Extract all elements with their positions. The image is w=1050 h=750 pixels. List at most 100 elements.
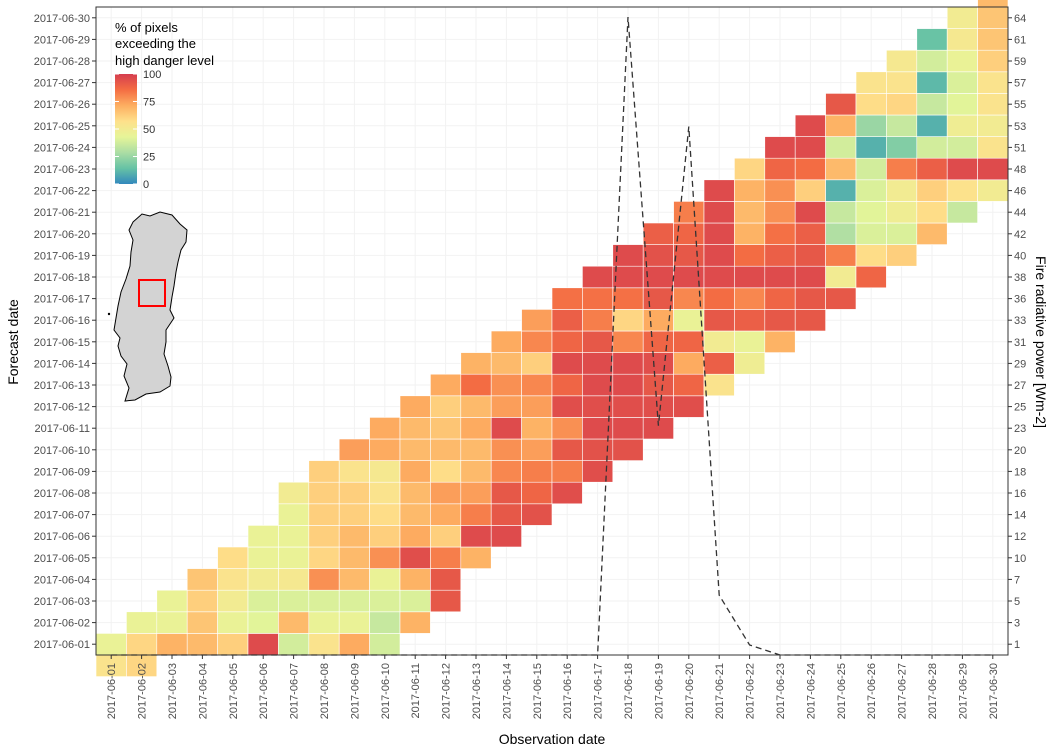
x-axis-title: Observation date <box>499 731 606 747</box>
y-tick-label: 2017-06-22 <box>34 186 90 198</box>
y2-tick-label: 44 <box>1014 207 1026 219</box>
heatmap-cell <box>825 287 857 310</box>
heatmap-cell <box>825 244 857 267</box>
heatmap-cell <box>460 352 492 375</box>
heatmap-cell <box>338 525 370 548</box>
heatmap-cell <box>582 438 614 461</box>
y-tick-label: 2017-06-24 <box>34 142 90 154</box>
heatmap-cell <box>612 309 644 332</box>
heatmap-cell <box>734 265 766 289</box>
heatmap-cell <box>338 633 370 656</box>
legend-ticks: 0 25 50 75 100 <box>115 69 161 191</box>
heatmap-cell <box>278 525 310 548</box>
heatmap-cell <box>734 352 766 375</box>
heatmap-cell <box>794 265 826 289</box>
heatmap-cell <box>430 373 462 397</box>
heatmap-cell <box>794 287 826 310</box>
y2-tick-label: 1 <box>1014 639 1020 651</box>
heatmap-cell <box>126 633 158 656</box>
x-tick-label: 2017-06-25 <box>836 663 848 719</box>
heatmap-cell <box>460 373 492 397</box>
heatmap-cell <box>460 438 492 461</box>
heatmap-cell <box>916 157 948 181</box>
heatmap-cell <box>977 157 1009 181</box>
heatmap-cell <box>521 373 553 397</box>
y2-tick-label: 55 <box>1014 99 1026 111</box>
heatmap-cell <box>734 287 766 310</box>
heatmap-cell <box>673 373 705 397</box>
y-tick-label: 2017-06-17 <box>34 294 90 306</box>
heatmap-cell <box>399 395 431 418</box>
y-tick-label: 2017-06-05 <box>34 553 90 565</box>
heatmap-cell <box>490 481 522 505</box>
heatmap-cell <box>490 503 522 526</box>
heatmap-cell <box>703 352 735 375</box>
y2-axis-title: Fire radiative power [Wm-2] <box>1033 256 1049 428</box>
heatmap-cell <box>977 71 1009 94</box>
heatmap-cell <box>673 201 705 224</box>
heatmap-cell <box>977 6 1009 29</box>
heatmap-cell <box>551 417 583 440</box>
heatmap-cell <box>977 0 1009 8</box>
heatmap-cell <box>126 611 158 634</box>
heatmap-cell <box>217 589 249 613</box>
heatmap-cell <box>338 589 370 613</box>
x-tick-label: 2017-06-16 <box>562 663 574 719</box>
heatmap-cell <box>612 330 644 353</box>
x-tick-label: 2017-06-26 <box>866 663 878 719</box>
heatmap-cell <box>490 525 522 548</box>
heatmap-cell <box>460 481 492 505</box>
heatmap-cell <box>886 136 918 159</box>
heatmap-cell <box>369 525 401 548</box>
heatmap-cell <box>825 93 857 116</box>
heatmap-cell <box>551 481 583 505</box>
heatmap-cell <box>186 568 218 591</box>
heatmap-cell <box>673 309 705 332</box>
heatmap-cell <box>369 633 401 656</box>
heatmap-cell <box>338 546 370 569</box>
heatmap-cell <box>612 438 644 461</box>
y2-tick-label: 59 <box>1014 56 1026 68</box>
heatmap-cell <box>399 481 431 505</box>
y2-tick-label: 14 <box>1014 510 1026 522</box>
heatmap-cell <box>946 114 978 137</box>
heatmap-cell <box>308 589 340 613</box>
y2-tick-label: 27 <box>1014 380 1026 392</box>
heatmap-cell <box>338 481 370 505</box>
y-tick-label: 2017-06-04 <box>34 574 90 586</box>
legend-colorbar <box>115 74 137 184</box>
heatmap-cell <box>855 244 887 267</box>
heatmap-cell <box>673 352 705 375</box>
y-tick-label: 2017-06-06 <box>34 531 90 543</box>
heatmap-cell <box>430 417 462 440</box>
heatmap-cell <box>855 114 887 137</box>
heatmap-cell <box>764 157 796 181</box>
heatmap-cell <box>764 222 796 245</box>
x-tick-label: 2017-06-02 <box>137 663 149 719</box>
heatmap-cell <box>399 417 431 440</box>
heatmap-cell <box>430 546 462 569</box>
legend-tick-label: 75 <box>143 97 155 109</box>
heatmap-cell <box>551 352 583 375</box>
legend-title-line-3: high danger level <box>115 53 214 68</box>
heatmap-cell <box>764 201 796 224</box>
heatmap-cell <box>582 265 614 289</box>
heatmap-cell <box>217 611 249 634</box>
x-tick-label: 2017-06-05 <box>228 663 240 719</box>
heatmap-cell <box>278 568 310 591</box>
y-axis-ticks: 2017-06-01 2017-06-02 2017-06-03 2017-06-04… <box>34 13 96 651</box>
heatmap-cell <box>186 589 218 613</box>
heatmap-cell <box>247 525 279 548</box>
heatmap-cell <box>430 525 462 548</box>
heatmap-cell <box>551 287 583 310</box>
y2-tick-label: 5 <box>1014 596 1020 608</box>
heatmap-cell <box>734 222 766 245</box>
heatmap-cell <box>855 93 887 116</box>
heatmap-cell <box>430 438 462 461</box>
x-tick-label: 2017-06-11 <box>410 663 422 718</box>
x-tick-label: 2017-06-30 <box>988 663 1000 719</box>
y2-tick-label: 51 <box>1014 142 1026 154</box>
heatmap-cell <box>582 330 614 353</box>
heatmap-cell <box>338 460 370 483</box>
y-tick-label: 2017-06-12 <box>34 402 90 414</box>
